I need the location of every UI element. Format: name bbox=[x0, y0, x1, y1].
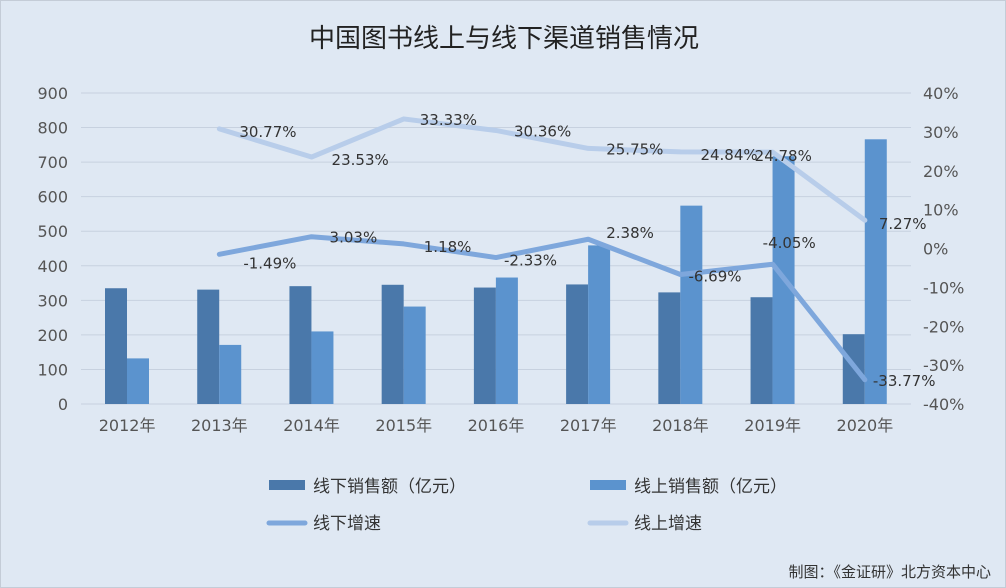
bar-online-sales bbox=[403, 306, 426, 404]
x-tick-label: 2017年 bbox=[560, 416, 617, 435]
bar-online-sales bbox=[219, 344, 242, 404]
offline-growth-label: -1.49% bbox=[243, 254, 296, 272]
bar-online-sales bbox=[311, 331, 334, 404]
bar-online-sales bbox=[495, 277, 518, 404]
offline-growth-label: -4.05% bbox=[763, 234, 816, 252]
legend-offline-growth-label: 线下增速 bbox=[313, 514, 381, 534]
x-tick-label: 2014年 bbox=[283, 416, 340, 435]
online-growth-label: 30.36% bbox=[514, 122, 571, 140]
bar-online-sales bbox=[588, 245, 611, 404]
y-right-tick-label: -40% bbox=[923, 395, 964, 414]
legend-online-sales-label: 线上销售额（亿元） bbox=[634, 477, 787, 497]
bar-offline-sales bbox=[658, 292, 681, 404]
offline-growth-label: 3.03% bbox=[330, 229, 378, 247]
chart-source: 制图：《金证研》北方资本中心 bbox=[788, 563, 991, 581]
x-tick-label: 2018年 bbox=[652, 416, 709, 435]
y-right-tick-label: 10% bbox=[923, 201, 959, 220]
x-tick-label: 2012年 bbox=[99, 416, 156, 435]
bar-offline-sales bbox=[750, 297, 773, 404]
line-offline-growth bbox=[216, 234, 868, 383]
legend-online-growth-label: 线上增速 bbox=[634, 514, 702, 534]
y-left-tick-label: 700 bbox=[37, 153, 68, 172]
y-left-tick-label: 500 bbox=[37, 222, 68, 241]
legend-offline-sales-label: 线下销售额（亿元） bbox=[313, 477, 466, 497]
y-right-tick-label: 0% bbox=[923, 240, 948, 259]
y-left-tick-label: 600 bbox=[37, 188, 68, 207]
y-right-tick-label: -10% bbox=[923, 278, 964, 297]
online-growth-label: 30.77% bbox=[239, 123, 296, 141]
bar-offline-sales bbox=[105, 288, 127, 404]
y-left-tick-label: 200 bbox=[37, 326, 68, 345]
offline-growth-label: 1.18% bbox=[424, 238, 472, 256]
online-growth-label: 25.75% bbox=[606, 140, 663, 158]
bar-offline-sales bbox=[381, 284, 404, 404]
x-tick-label: 2013年 bbox=[191, 416, 248, 435]
online-growth-label: 24.84% bbox=[700, 146, 757, 164]
online-growth-label: 7.27% bbox=[879, 215, 927, 233]
offline-growth-label: -2.33% bbox=[504, 252, 557, 270]
x-tick-label: 2019年 bbox=[744, 416, 801, 435]
y-left-tick-label: 800 bbox=[37, 119, 68, 138]
y-left-tick-label: 300 bbox=[37, 291, 68, 310]
line-online-growth bbox=[216, 116, 868, 223]
y-left-tick-label: 400 bbox=[37, 257, 68, 276]
bar-offline-sales bbox=[566, 284, 589, 404]
x-tick-label: 2020年 bbox=[837, 416, 894, 435]
online-growth-label: 24.78% bbox=[755, 147, 812, 165]
online-growth-label: 33.33% bbox=[420, 111, 477, 129]
y-left-tick-label: 0 bbox=[58, 395, 68, 414]
y-left-tick-label: 100 bbox=[37, 360, 68, 379]
bar-offline-sales bbox=[473, 287, 496, 404]
legend-offline-sales-swatch bbox=[269, 480, 305, 490]
y-left-tick-label: 900 bbox=[37, 84, 68, 103]
y-right-tick-label: -20% bbox=[923, 317, 964, 336]
offline-growth-label: -6.69% bbox=[688, 268, 741, 286]
x-tick-label: 2016年 bbox=[468, 416, 525, 435]
y-right-tick-label: 20% bbox=[923, 162, 959, 181]
legend-online-sales-swatch bbox=[590, 480, 626, 490]
offline-growth-label: -33.77% bbox=[873, 372, 936, 390]
y-right-tick-label: 40% bbox=[923, 84, 959, 103]
online-growth-label: 23.53% bbox=[332, 151, 389, 169]
offline-growth-label: 2.38% bbox=[606, 224, 654, 242]
bar-online-sales bbox=[127, 358, 149, 404]
y-right-tick-label: -30% bbox=[923, 356, 964, 375]
y-right-tick-label: 30% bbox=[923, 123, 959, 142]
chart-title: 中国图书线上与线下渠道销售情况 bbox=[309, 24, 699, 54]
bar-online-sales bbox=[680, 205, 703, 404]
bar-offline-sales bbox=[289, 286, 312, 404]
bar-online-sales bbox=[864, 139, 887, 404]
x-tick-label: 2015年 bbox=[375, 416, 432, 435]
bar-offline-sales bbox=[197, 289, 220, 404]
